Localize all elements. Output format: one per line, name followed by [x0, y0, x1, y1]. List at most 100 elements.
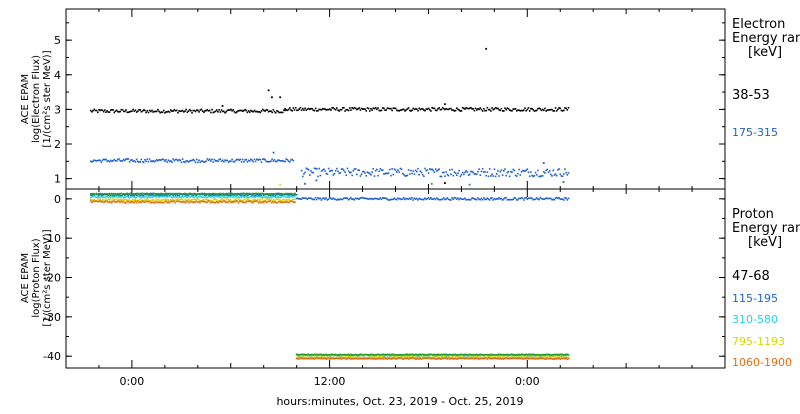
data-point [294, 106, 297, 109]
data-point [239, 158, 242, 161]
data-point [294, 201, 296, 203]
data-point [237, 194, 239, 196]
data-point [391, 357, 393, 359]
data-point [196, 201, 199, 203]
data-point [450, 357, 452, 360]
data-point [384, 357, 386, 359]
data-point [341, 198, 344, 201]
data-point [562, 109, 565, 112]
data-point [153, 192, 155, 195]
data-point [113, 111, 116, 114]
data-point [176, 192, 179, 195]
data-point [93, 198, 96, 201]
data-point [108, 200, 111, 203]
data-point [140, 196, 142, 199]
data-point [184, 110, 186, 112]
data-point [497, 356, 499, 358]
data-point [440, 355, 443, 357]
data-point [481, 198, 484, 201]
data-point [119, 194, 121, 197]
data-point [434, 354, 437, 357]
data-point [199, 201, 201, 204]
data-point [266, 193, 268, 195]
data-point [490, 354, 492, 357]
data-point [486, 354, 489, 356]
data-point [220, 160, 223, 163]
data-point [552, 169, 555, 172]
data-point [378, 356, 380, 358]
data-point [312, 357, 314, 359]
data-point [207, 159, 210, 162]
data-point [534, 354, 537, 357]
data-point [331, 198, 333, 200]
data-point [139, 194, 141, 197]
data-point [319, 356, 321, 358]
data-point [430, 168, 432, 171]
data-point [132, 193, 134, 195]
proton-ylabel-line3: [1/(cm²s ster MeV)] [42, 229, 53, 326]
data-point [267, 196, 269, 198]
data-point [183, 201, 186, 203]
data-point [114, 201, 117, 203]
data-point [553, 110, 556, 112]
data-point [404, 198, 406, 201]
data-point [155, 200, 158, 203]
data-point [142, 196, 145, 198]
data-point [256, 192, 259, 195]
data-point [189, 199, 192, 201]
data-point [454, 354, 457, 357]
data-point [327, 357, 330, 359]
data-point [370, 173, 372, 176]
data-point [329, 356, 332, 359]
data-point [295, 197, 298, 200]
data-point [515, 353, 518, 356]
data-point [188, 202, 191, 204]
data-point [169, 200, 172, 203]
data-point [123, 201, 126, 204]
data-point [391, 353, 393, 356]
data-point [298, 358, 300, 360]
data-point [177, 111, 179, 114]
data-point [459, 357, 462, 359]
data-point [91, 195, 93, 198]
data-point [479, 198, 482, 201]
data-point [558, 107, 560, 109]
data-point [525, 169, 527, 172]
data-point-outlier [267, 89, 270, 92]
data-point [431, 357, 433, 359]
data-point [119, 196, 121, 198]
data-point [172, 198, 174, 201]
data-point [115, 193, 118, 195]
data-point [201, 192, 204, 195]
data-point [352, 198, 354, 200]
data-point [559, 173, 562, 176]
data-point [494, 106, 497, 109]
data-point [197, 109, 199, 112]
data-point [127, 194, 130, 197]
ytick-label: 5 [54, 34, 61, 47]
data-point [486, 356, 489, 358]
data-point [537, 358, 539, 360]
data-point [283, 109, 285, 111]
data-point [460, 173, 463, 176]
data-point [344, 197, 346, 199]
data-point [181, 158, 184, 160]
data-point [471, 108, 473, 110]
data-point [515, 199, 518, 201]
data-point [505, 357, 507, 359]
data-point [513, 108, 516, 110]
data-point [461, 356, 464, 358]
data-point [337, 357, 339, 360]
data-point [440, 108, 443, 111]
data-point [400, 354, 403, 356]
data-point [318, 108, 321, 111]
proton-legend-entry-1060-1900: 1060-1900 [732, 356, 792, 369]
data-point [477, 197, 479, 199]
data-point [545, 110, 547, 112]
data-point [436, 170, 438, 172]
data-point [102, 196, 105, 199]
data-point [395, 358, 398, 360]
data-point [217, 193, 220, 195]
data-point [451, 354, 453, 356]
data-point [171, 161, 173, 164]
